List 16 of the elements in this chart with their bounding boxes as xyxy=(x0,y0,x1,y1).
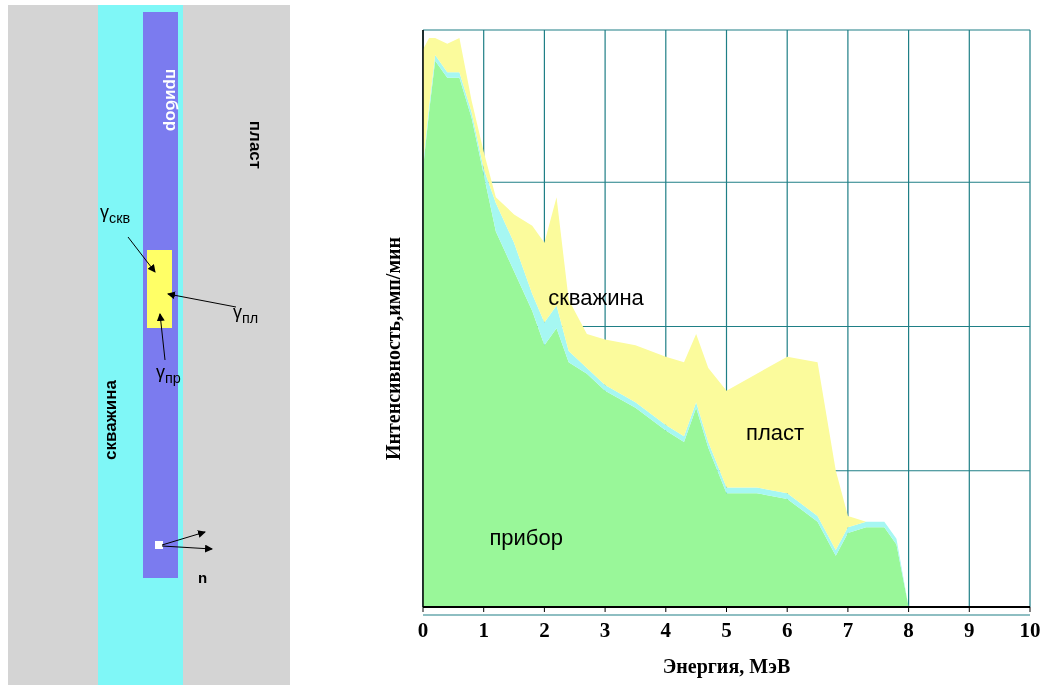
x-tick-label: 9 xyxy=(964,618,975,642)
borehole-diagram: прибор пласт скважина γ$_{скв}$ γ$_{пл}$ γ$_{пр}$ n xyxy=(8,5,290,685)
x-tick-label: 4 xyxy=(660,618,672,642)
x-tick-label: 5 xyxy=(721,618,732,642)
y-axis-title: Интенсивность,имп/мин xyxy=(382,236,404,461)
series-label: прибор xyxy=(489,525,563,550)
x-tick-label: 6 xyxy=(781,618,793,642)
x-tick-label: 2 xyxy=(539,618,550,642)
x-tick-label: 0 xyxy=(417,618,429,642)
x-tick-label: 8 xyxy=(903,618,914,642)
x-tick-label: 1 xyxy=(478,618,489,642)
x-axis-title: Энергия, МэВ xyxy=(662,655,791,678)
x-tick-label: 10 xyxy=(1019,618,1041,642)
x-tick-label: 3 xyxy=(599,618,611,642)
x-tick-label: 7 xyxy=(842,618,854,642)
series-label: пласт xyxy=(746,420,805,445)
